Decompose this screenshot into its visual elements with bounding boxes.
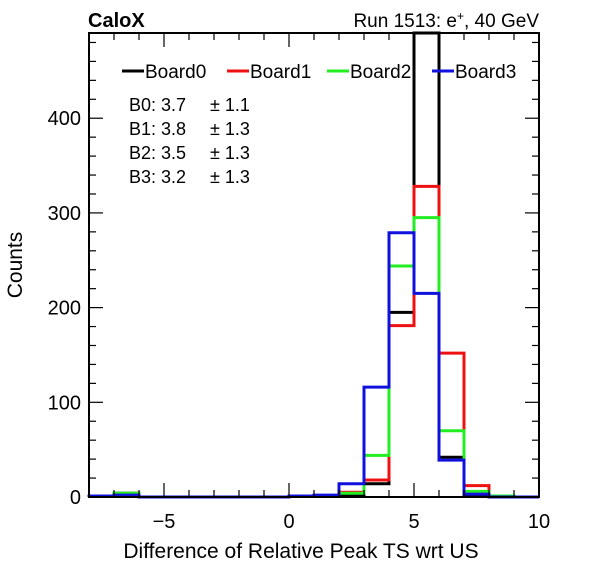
x-tick-label: 10 bbox=[528, 511, 550, 533]
annotation-error: ± 1.1 bbox=[210, 95, 250, 115]
legend-label: Board1 bbox=[250, 62, 311, 83]
y-axis-label: Counts bbox=[4, 232, 27, 299]
histogram-series-board1 bbox=[87, 184, 539, 499]
annotation-error: ± 1.3 bbox=[210, 167, 250, 187]
x-tick-label: −5 bbox=[153, 511, 176, 533]
legend-label: Board0 bbox=[145, 62, 206, 83]
run-info: Run 1513: e+, 40 GeV bbox=[353, 9, 539, 32]
y-tick-label: 400 bbox=[48, 108, 81, 130]
fit-annotations: B0: 3.7 ± 1.1 B1: 3.8 ± 1.3 B2: 3.5 ± 1.3 B3: … bbox=[129, 95, 250, 187]
legend: Board0 Board1 Board2 Board3 bbox=[122, 62, 516, 83]
run-info-suffix: , 40 GeV bbox=[464, 11, 539, 32]
annotation-value: B0: 3.7 bbox=[129, 95, 186, 115]
annotation-value: B3: 3.2 bbox=[129, 167, 186, 187]
plot-frame bbox=[88, 32, 540, 498]
y-tick-label: 100 bbox=[48, 392, 81, 414]
legend-label: Board3 bbox=[455, 62, 516, 83]
legend-item-board1: Board1 bbox=[227, 62, 311, 83]
run-info-prefix: Run 1513: e bbox=[353, 11, 457, 32]
annotation-error: ± 1.3 bbox=[210, 143, 250, 163]
legend-item-board2: Board2 bbox=[327, 62, 411, 83]
legend-label: Board2 bbox=[350, 62, 411, 83]
annotation-value: B1: 3.8 bbox=[129, 119, 186, 139]
histogram-series-board2 bbox=[87, 216, 539, 499]
annotation-error: ± 1.3 bbox=[210, 119, 250, 139]
x-tick-label: 5 bbox=[408, 511, 419, 533]
y-tick-label: 0 bbox=[70, 487, 81, 509]
histogram-series-board3 bbox=[87, 231, 539, 499]
legend-item-board0: Board0 bbox=[122, 62, 206, 83]
x-axis-label: Difference of Relative Peak TS wrt US bbox=[123, 540, 478, 563]
chart-header: CaloX Run 1513: e+, 40 GeV bbox=[88, 9, 539, 32]
y-tick-label: 300 bbox=[48, 203, 81, 225]
x-tick-label: 0 bbox=[283, 511, 294, 533]
experiment-label: CaloX bbox=[88, 10, 145, 32]
y-tick-label: 200 bbox=[48, 298, 81, 320]
legend-item-board3: Board3 bbox=[432, 62, 516, 83]
annotation-value: B2: 3.5 bbox=[129, 143, 186, 163]
run-info-superscript: + bbox=[457, 9, 464, 23]
